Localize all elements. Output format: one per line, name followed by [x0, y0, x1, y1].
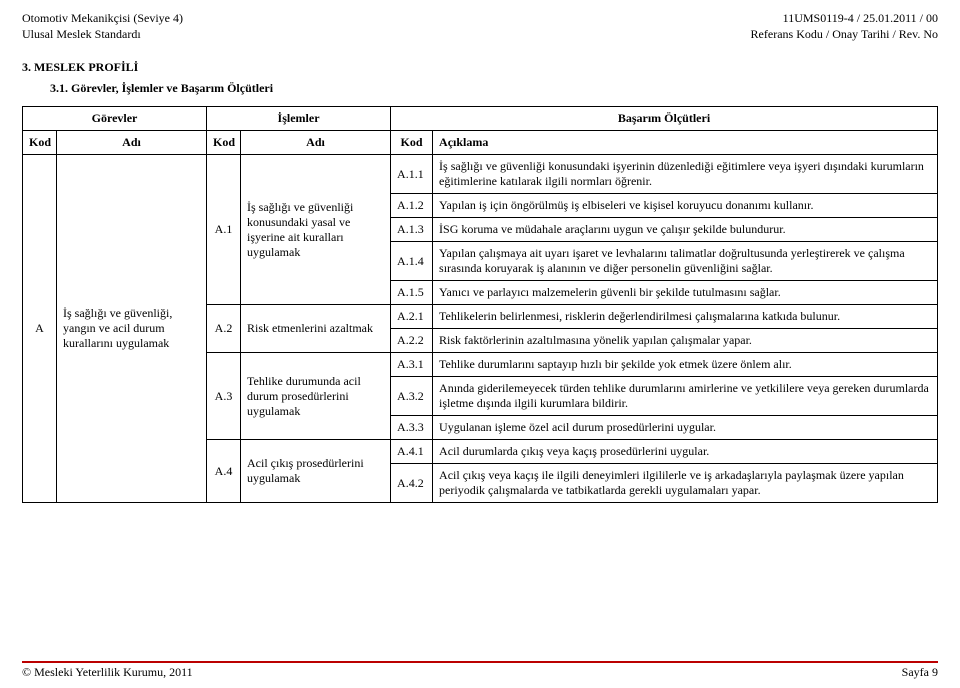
cell-adi-A3: Tehlike durumunda acil durum prosedürler…: [241, 353, 391, 440]
cell-kod-A1: A.1: [207, 155, 241, 305]
page-footer: © Mesleki Yeterlilik Kurumu, 2011 Sayfa …: [22, 661, 938, 680]
cell-adi-A1: İş sağlığı ve güvenliği konusundaki yasa…: [241, 155, 391, 305]
page-header: Otomotiv Mekanikçisi (Seviye 4) Ulusal M…: [22, 10, 938, 42]
cell-t: Acil durumlarda çıkış veya kaçış prosedü…: [433, 440, 938, 464]
doc-title: Otomotiv Mekanikçisi (Seviye 4): [22, 10, 183, 26]
cell-kod-A4: A.4: [207, 440, 241, 503]
col-kod3: Kod: [391, 131, 433, 155]
cell-adi-A4: Acil çıkış prosedürlerini uygulamak: [241, 440, 391, 503]
cell-t: Tehlike durumlarını saptayıp hızlı bir ş…: [433, 353, 938, 377]
cell-k: A.1.3: [391, 218, 433, 242]
doc-subtitle: Ulusal Meslek Standardı: [22, 26, 183, 42]
cell-t: Yanıcı ve parlayıcı malzemelerin güvenli…: [433, 281, 938, 305]
footer-rule: [22, 661, 938, 663]
cell-t: İş sağlığı ve güvenliği konusundaki işye…: [433, 155, 938, 194]
footer-right: Sayfa 9: [902, 665, 938, 680]
col-islemler: İşlemler: [207, 107, 391, 131]
cell-k: A.4.1: [391, 440, 433, 464]
col-aciklama: Açıklama: [433, 131, 938, 155]
cell-t: Yapılan çalışmaya ait uyarı işaret ve le…: [433, 242, 938, 281]
cell-kod-A: A: [23, 155, 57, 503]
table-head: Görevler İşlemler Başarım Ölçütleri Kod …: [23, 107, 938, 155]
cell-k: A.3.3: [391, 416, 433, 440]
table-row: A İş sağlığı ve güvenliği, yangın ve aci…: [23, 155, 938, 194]
doc-ref-label: Referans Kodu / Onay Tarihi / Rev. No: [751, 26, 938, 42]
col-gorevler: Görevler: [23, 107, 207, 131]
col-kod2: Kod: [207, 131, 241, 155]
cell-k: A.4.2: [391, 464, 433, 503]
cell-t: Tehlikelerin belirlenmesi, risklerin değ…: [433, 305, 938, 329]
cell-t: Uygulanan işleme özel acil durum prosedü…: [433, 416, 938, 440]
cell-t: Risk faktörlerinin azaltılmasına yönelik…: [433, 329, 938, 353]
cell-t: İSG koruma ve müdahale araçlarını uygun …: [433, 218, 938, 242]
cell-adi-A2: Risk etmenlerini azaltmak: [241, 305, 391, 353]
cell-adi-A: İş sağlığı ve güvenliği, yangın ve acil …: [57, 155, 207, 503]
cell-k: A.1.1: [391, 155, 433, 194]
header-right: 11UMS0119-4 / 25.01.2011 / 00 Referans K…: [751, 10, 938, 42]
cell-k: A.1.2: [391, 194, 433, 218]
cell-k: A.3.2: [391, 377, 433, 416]
cell-k: A.2.2: [391, 329, 433, 353]
cell-k: A.2.1: [391, 305, 433, 329]
doc-ref: 11UMS0119-4 / 25.01.2011 / 00: [751, 10, 938, 26]
cell-kod-A3: A.3: [207, 353, 241, 440]
header-left: Otomotiv Mekanikçisi (Seviye 4) Ulusal M…: [22, 10, 183, 42]
col-basarim: Başarım Ölçütleri: [391, 107, 938, 131]
cell-k: A.1.5: [391, 281, 433, 305]
criteria-table: Görevler İşlemler Başarım Ölçütleri Kod …: [22, 106, 938, 503]
section-subtitle: 3.1. Görevler, İşlemler ve Başarım Ölçüt…: [50, 81, 938, 96]
col-adi2: Adı: [241, 131, 391, 155]
cell-t: Anında giderilemeyecek türden tehlike du…: [433, 377, 938, 416]
section-title: 3. MESLEK PROFİLİ: [22, 60, 938, 75]
footer-left: © Mesleki Yeterlilik Kurumu, 2011: [22, 665, 193, 680]
cell-t: Acil çıkış veya kaçış ile ilgili deneyim…: [433, 464, 938, 503]
cell-k: A.1.4: [391, 242, 433, 281]
col-adi: Adı: [57, 131, 207, 155]
cell-k: A.3.1: [391, 353, 433, 377]
col-kod: Kod: [23, 131, 57, 155]
cell-t: Yapılan iş için öngörülmüş iş elbiseleri…: [433, 194, 938, 218]
cell-kod-A2: A.2: [207, 305, 241, 353]
